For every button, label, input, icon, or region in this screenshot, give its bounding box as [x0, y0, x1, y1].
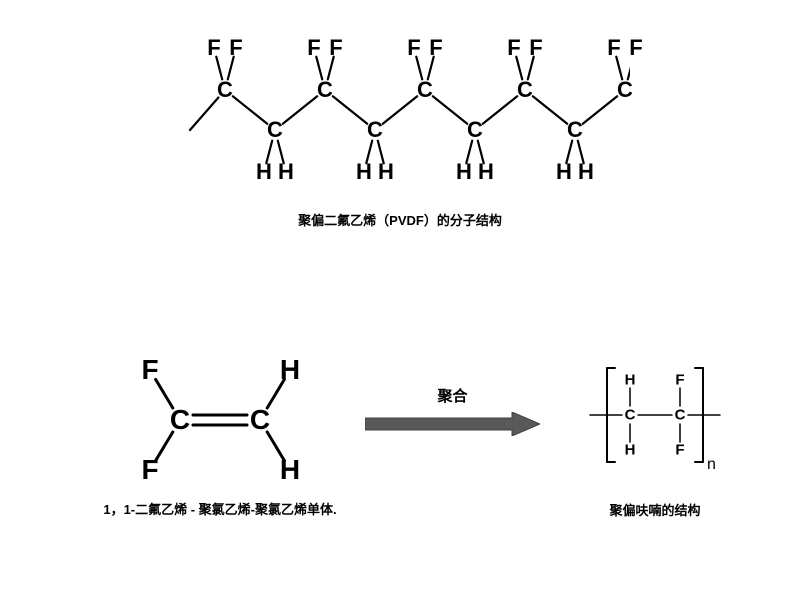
atom-f: F [607, 35, 620, 61]
atom-c: C [517, 77, 533, 103]
atom-f: F [329, 35, 342, 61]
monomer-diagram: CCFFHH [120, 340, 320, 500]
atom-f: F [675, 442, 684, 459]
atom-h: H [556, 159, 572, 185]
atom-h: H [456, 159, 472, 185]
polymer-unit-caption: 聚偏呋喃的结构 [545, 500, 765, 519]
polymer-unit-diagram: n C C H H F F [575, 350, 735, 490]
atom-c: C [367, 117, 383, 143]
atom-c: C [625, 407, 636, 424]
atom-f: F [629, 35, 642, 61]
atom-f: F [529, 35, 542, 61]
atom-c: C [250, 404, 270, 436]
atom-c: C [467, 117, 483, 143]
atom-h: H [280, 354, 300, 386]
atom-f: F [507, 35, 520, 61]
atom-f: F [141, 354, 158, 386]
atom-c: C [567, 117, 583, 143]
atom-f: F [675, 372, 684, 389]
atom-h: H [278, 159, 294, 185]
atom-f: F [307, 35, 320, 61]
atom-f: F [407, 35, 420, 61]
atom-c: C [267, 117, 283, 143]
monomer-caption: 1，1-二氟乙烯 - 聚氯乙烯-聚氯乙烯单体. [60, 500, 380, 520]
pvdf-chain-caption: 聚偏二氟乙烯（PVDF）的分子结构 [0, 210, 800, 229]
atom-c: C [217, 77, 233, 103]
atom-h: H [478, 159, 494, 185]
atom-c: C [170, 404, 190, 436]
atom-f: F [429, 35, 442, 61]
atom-f: F [229, 35, 242, 61]
atom-f: F [141, 454, 158, 486]
atom-f: F [207, 35, 220, 61]
atom-c: C [675, 407, 686, 424]
atom-c: C [417, 77, 433, 103]
atom-h: H [625, 372, 636, 389]
repeat-subscript: n [707, 456, 716, 474]
arrow-icon [365, 412, 540, 436]
atom-h: H [578, 159, 594, 185]
atom-h: H [356, 159, 372, 185]
polymerization-arrow: 聚合 [365, 385, 540, 445]
atom-h: H [625, 442, 636, 459]
atom-c: C [317, 77, 333, 103]
atom-h: H [256, 159, 272, 185]
pvdf-chain-diagram: CFFCHHCFFCHHCFFCHHCFFCHHCFF [180, 35, 630, 205]
atom-h: H [280, 454, 300, 486]
arrow-label: 聚合 [437, 385, 467, 406]
atom-c: C [617, 77, 633, 103]
atom-h: H [378, 159, 394, 185]
